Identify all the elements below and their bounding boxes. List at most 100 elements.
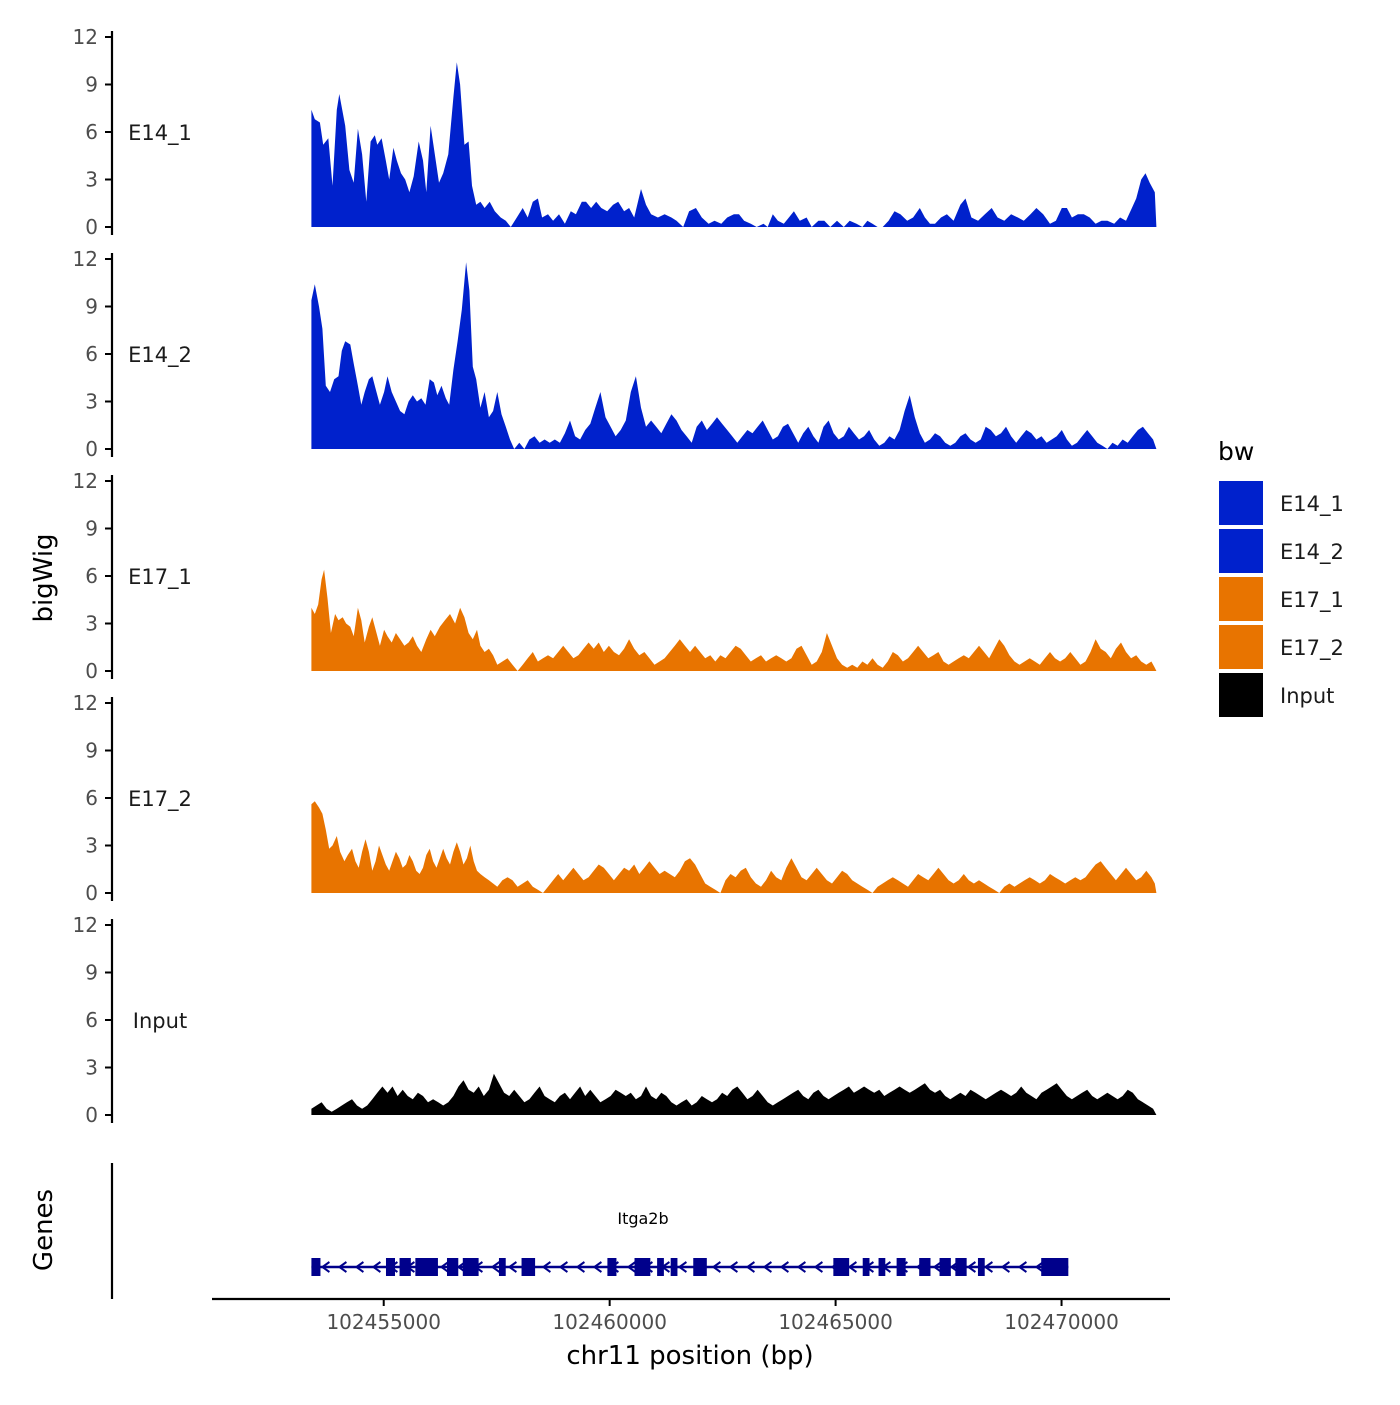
- y-tick-label: 0: [85, 659, 98, 683]
- y-tick-label: 3: [85, 612, 98, 636]
- y-tick-label: 3: [85, 1056, 98, 1080]
- strand-arrow: [320, 1261, 330, 1273]
- track-e14-2: 0 3 6 9 12 E14_2: [73, 247, 1157, 461]
- strand-arrow: [983, 1261, 993, 1273]
- x-tick-label: 102455000: [326, 1310, 441, 1334]
- gene-exon: [446, 1258, 459, 1276]
- gene-exon: [415, 1258, 438, 1276]
- y-tick-label: 0: [85, 215, 98, 239]
- y-tick-label: 3: [85, 390, 98, 414]
- gene-name-label: Itga2b: [617, 1209, 668, 1228]
- strand-arrow: [354, 1261, 364, 1273]
- y-tick-label: 6: [85, 120, 98, 144]
- x-tick-label: 102460000: [552, 1310, 667, 1334]
- gene-exon: [399, 1258, 411, 1276]
- track-label: E14_1: [128, 121, 192, 146]
- legend-swatch: [1217, 671, 1265, 719]
- x-axis: chr11 position (bp) 102455000 102460000 10…: [212, 1297, 1170, 1371]
- gene-exon: [385, 1258, 396, 1276]
- strand-arrow: [847, 1261, 857, 1273]
- gene-exon: [878, 1258, 886, 1276]
- gene-exon: [634, 1258, 651, 1276]
- y-tick-label: 12: [73, 247, 98, 271]
- track-e14-1: 0 3 6 9 12 E14_1: [73, 25, 1157, 239]
- gene-exon: [311, 1258, 321, 1276]
- track-area-input: [311, 1073, 1157, 1115]
- y-tick-label: 6: [85, 564, 98, 588]
- track-label: Input: [133, 1009, 187, 1033]
- track-area-e17-2: [311, 801, 1157, 893]
- track-area-e17-1: [311, 569, 1157, 671]
- legend-label: E14_1: [1280, 492, 1344, 517]
- legend-label: Input: [1280, 684, 1334, 708]
- strand-arrow: [507, 1261, 517, 1273]
- genes-panel: Genes Itga2b: [29, 1163, 1069, 1299]
- y-tick-label: 0: [85, 437, 98, 461]
- strand-arrow: [490, 1261, 500, 1273]
- legend-title: bw: [1218, 437, 1254, 466]
- gene-exon: [657, 1258, 664, 1276]
- strand-arrow: [711, 1261, 721, 1273]
- strand-arrow: [813, 1261, 823, 1273]
- y-tick-label: 12: [73, 691, 98, 715]
- legend-swatch: [1217, 623, 1265, 671]
- strand-arrow: [1017, 1261, 1028, 1273]
- legend-swatch: [1217, 527, 1265, 575]
- y-tick-label: 12: [73, 25, 98, 49]
- track-label: E17_2: [128, 787, 192, 812]
- legend-swatch: [1217, 479, 1265, 527]
- tracks-layer: 0 3 6 9 12 E14_1 0 3 6 9 12 E14_2 0 3 6 9 12 E17_1 0 3 6 9 12 E…: [73, 25, 1157, 1127]
- strand-arrow: [796, 1261, 806, 1273]
- x-tick-label: 102465000: [778, 1310, 893, 1334]
- gene-exon: [939, 1258, 951, 1276]
- y-tick-label: 12: [73, 913, 98, 937]
- genes-axis-title: Genes: [29, 1189, 59, 1271]
- gene-exon: [896, 1258, 906, 1276]
- y-tick-label: 6: [85, 1008, 98, 1032]
- gene-exon: [521, 1258, 536, 1276]
- y-tick-label: 3: [85, 168, 98, 192]
- strand-arrow: [558, 1261, 568, 1273]
- strand-arrow: [779, 1261, 789, 1273]
- track-label: E17_1: [128, 565, 192, 590]
- gene-exon: [833, 1258, 850, 1276]
- legend-label: E17_2: [1280, 636, 1344, 661]
- y-tick-label: 0: [85, 881, 98, 905]
- y-tick-label: 9: [85, 517, 98, 541]
- gene-exon: [462, 1258, 479, 1276]
- y-tick-label: 6: [85, 342, 98, 366]
- strand-arrow: [1000, 1261, 1011, 1273]
- track-e17-2: 0 3 6 9 12 E17_2: [73, 691, 1157, 905]
- strand-arrow: [728, 1261, 738, 1273]
- track-input: 0 3 6 9 12 Input: [73, 913, 1157, 1127]
- y-tick-label: 12: [73, 469, 98, 493]
- y-axis-title: bigWig: [29, 533, 59, 622]
- strand-arrow: [745, 1261, 755, 1273]
- y-tick-label: 9: [85, 73, 98, 97]
- gene-exon: [498, 1258, 506, 1276]
- strand-arrow: [575, 1261, 585, 1273]
- y-tick-label: 3: [85, 834, 98, 858]
- gene-exon: [670, 1258, 678, 1276]
- strand-arrow: [592, 1261, 602, 1273]
- gene-exon: [955, 1258, 967, 1276]
- gene-exon: [919, 1258, 931, 1276]
- track-area-e14-1: [311, 62, 1157, 227]
- y-tick-label: 9: [85, 739, 98, 763]
- y-tick-label: 9: [85, 295, 98, 319]
- strand-arrow: [541, 1261, 551, 1273]
- gene-exon: [1041, 1258, 1069, 1276]
- strand-arrow: [626, 1261, 636, 1273]
- gene-exon: [607, 1258, 617, 1276]
- gene-exon: [977, 1258, 985, 1276]
- y-tick-label: 0: [85, 1103, 98, 1127]
- strand-arrow: [1034, 1261, 1045, 1273]
- x-axis-title: chr11 position (bp): [566, 1341, 813, 1371]
- y-tick-label: 6: [85, 786, 98, 810]
- strand-arrow: [439, 1261, 449, 1273]
- gene-exon: [693, 1258, 707, 1276]
- track-e17-1: 0 3 6 9 12 E17_1: [73, 469, 1157, 683]
- strand-arrow: [932, 1261, 942, 1273]
